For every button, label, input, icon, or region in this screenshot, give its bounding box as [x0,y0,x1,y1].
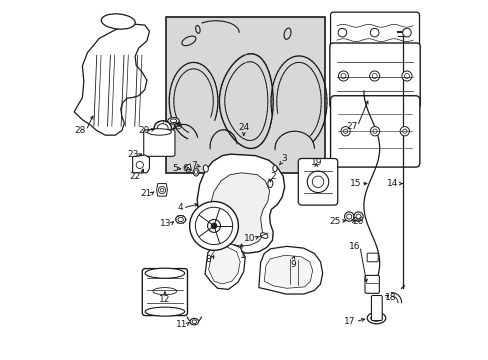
Text: 16: 16 [348,242,359,251]
Polygon shape [264,255,312,288]
Text: 4: 4 [177,203,183,212]
Circle shape [404,73,408,78]
Ellipse shape [145,268,184,278]
Ellipse shape [366,312,385,324]
Text: 10: 10 [243,234,255,243]
Text: 19: 19 [310,158,321,167]
Text: 22: 22 [129,172,140,181]
Circle shape [160,188,163,192]
Circle shape [369,127,379,136]
Text: 24: 24 [238,123,249,132]
Ellipse shape [101,14,135,29]
Polygon shape [74,24,149,135]
Circle shape [344,212,353,221]
FancyBboxPatch shape [330,96,419,167]
Ellipse shape [153,288,176,295]
Text: 12: 12 [159,296,170,305]
Circle shape [401,71,411,81]
FancyBboxPatch shape [364,275,379,293]
Text: 29: 29 [171,122,183,131]
Ellipse shape [193,168,199,176]
Bar [165,17,325,173]
Text: 15: 15 [349,179,360,188]
Polygon shape [208,246,240,284]
Circle shape [399,127,408,136]
Polygon shape [208,173,269,246]
Text: 2: 2 [270,172,275,181]
Text: 25: 25 [328,217,340,226]
Text: 9: 9 [290,260,296,269]
Ellipse shape [175,216,185,224]
FancyBboxPatch shape [329,43,419,108]
Circle shape [211,223,217,229]
Circle shape [312,176,323,188]
Text: 20: 20 [138,126,149,135]
Circle shape [371,73,376,78]
Text: 11: 11 [175,320,187,329]
Text: 28: 28 [75,126,86,135]
Ellipse shape [145,307,184,316]
FancyBboxPatch shape [142,269,187,316]
Text: 6: 6 [182,164,187,173]
Circle shape [195,207,232,244]
Polygon shape [185,164,191,173]
Text: 8: 8 [205,255,211,264]
Circle shape [189,202,238,250]
Circle shape [338,71,348,81]
Ellipse shape [147,129,171,135]
Ellipse shape [157,124,168,132]
Circle shape [207,220,220,232]
Circle shape [355,214,360,219]
Text: 3: 3 [281,154,286,163]
Text: 21: 21 [140,189,151,198]
Ellipse shape [260,233,267,238]
Ellipse shape [267,180,272,188]
Circle shape [340,127,349,136]
Polygon shape [156,184,167,196]
Ellipse shape [272,165,277,172]
Text: 5: 5 [172,164,178,173]
Ellipse shape [203,165,208,172]
Text: 23: 23 [127,150,139,159]
Text: 17: 17 [344,317,355,326]
Ellipse shape [170,119,176,123]
Polygon shape [132,155,149,173]
Polygon shape [197,154,284,253]
Text: 27: 27 [346,122,357,131]
Circle shape [340,73,346,78]
Circle shape [136,161,143,168]
Polygon shape [258,246,322,294]
Ellipse shape [154,121,171,135]
Circle shape [353,212,363,221]
FancyBboxPatch shape [330,12,419,53]
Ellipse shape [167,118,179,124]
Ellipse shape [194,170,197,174]
Circle shape [337,28,346,37]
FancyBboxPatch shape [143,130,175,156]
FancyBboxPatch shape [371,296,382,320]
Circle shape [346,214,351,219]
Polygon shape [204,242,244,289]
Text: 13: 13 [159,219,171,228]
Text: 1: 1 [239,251,244,260]
Circle shape [369,71,379,81]
Ellipse shape [190,319,198,325]
Ellipse shape [192,320,196,323]
Circle shape [306,171,328,193]
Text: 18: 18 [384,293,396,302]
Circle shape [402,28,410,37]
Circle shape [372,129,376,134]
Text: 14: 14 [386,179,398,188]
Circle shape [158,186,165,194]
Ellipse shape [370,315,382,321]
Circle shape [402,129,406,134]
Text: 7: 7 [191,161,197,170]
FancyBboxPatch shape [298,158,337,205]
Text: 26: 26 [351,217,363,226]
Ellipse shape [178,217,183,222]
Circle shape [343,129,347,134]
Circle shape [369,28,378,37]
FancyBboxPatch shape [366,253,378,262]
